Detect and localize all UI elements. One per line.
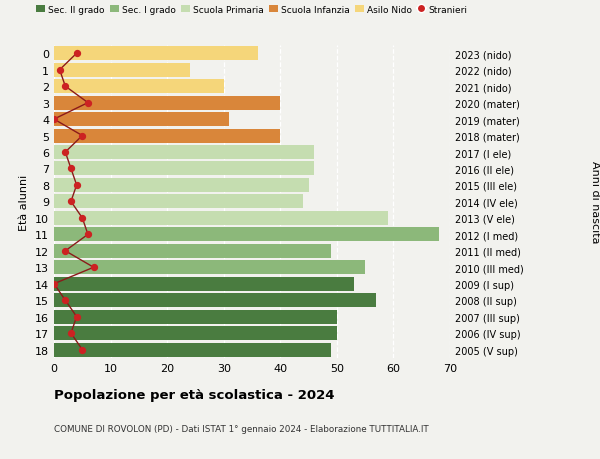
Bar xyxy=(54,96,280,110)
Bar xyxy=(54,343,331,357)
Bar xyxy=(54,162,314,176)
Bar xyxy=(54,244,331,258)
Bar xyxy=(54,261,365,274)
Point xyxy=(61,247,70,255)
Point xyxy=(77,133,87,140)
Y-axis label: Anni di nascita: Anni di nascita xyxy=(590,161,600,243)
Legend: Sec. II grado, Sec. I grado, Scuola Primaria, Scuola Infanzia, Asilo Nido, Stran: Sec. II grado, Sec. I grado, Scuola Prim… xyxy=(33,2,471,18)
Point xyxy=(66,165,76,173)
Bar xyxy=(54,179,308,192)
Bar xyxy=(54,146,314,160)
Point xyxy=(72,313,82,321)
Point xyxy=(61,149,70,157)
Point xyxy=(72,182,82,189)
Point xyxy=(49,116,59,123)
Bar xyxy=(54,326,337,341)
Point xyxy=(61,83,70,90)
Y-axis label: Età alunni: Età alunni xyxy=(19,174,29,230)
Bar xyxy=(54,63,190,78)
Text: Popolazione per età scolastica - 2024: Popolazione per età scolastica - 2024 xyxy=(54,388,335,401)
Bar xyxy=(54,294,376,308)
Point xyxy=(66,330,76,337)
Point xyxy=(83,231,93,239)
Bar xyxy=(54,113,229,127)
Point xyxy=(72,50,82,58)
Point xyxy=(61,297,70,304)
Point xyxy=(89,264,98,271)
Point xyxy=(77,215,87,222)
Bar xyxy=(54,80,224,94)
Bar xyxy=(54,310,337,324)
Point xyxy=(49,280,59,288)
Text: COMUNE DI ROVOLON (PD) - Dati ISTAT 1° gennaio 2024 - Elaborazione TUTTITALIA.IT: COMUNE DI ROVOLON (PD) - Dati ISTAT 1° g… xyxy=(54,425,429,434)
Point xyxy=(77,346,87,353)
Bar xyxy=(54,195,303,209)
Bar xyxy=(54,228,439,242)
Bar xyxy=(54,129,280,143)
Point xyxy=(83,100,93,107)
Point xyxy=(66,198,76,206)
Bar xyxy=(54,277,354,291)
Bar xyxy=(54,47,257,61)
Bar xyxy=(54,212,388,225)
Point xyxy=(55,67,64,74)
